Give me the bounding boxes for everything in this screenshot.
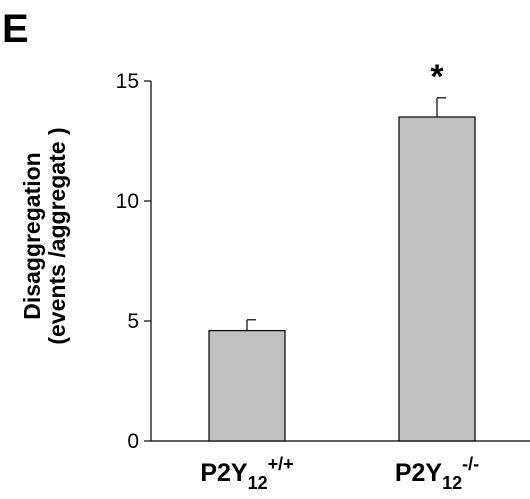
bar bbox=[208, 330, 286, 442]
category-subscript: 12 bbox=[442, 473, 462, 493]
category-base: P2Y bbox=[395, 459, 443, 487]
y-tick-label: 10 bbox=[116, 190, 139, 213]
x-category-label: P2Y12+/+ bbox=[200, 454, 293, 493]
category-superscript: +/+ bbox=[268, 454, 294, 474]
panel-label: E bbox=[2, 7, 29, 51]
category-subscript: 12 bbox=[248, 473, 268, 493]
bar bbox=[398, 116, 476, 442]
y-axis-title-line1: Disaggregation bbox=[19, 152, 45, 319]
category-superscript: -/- bbox=[462, 454, 479, 474]
y-tick-label: 5 bbox=[127, 310, 139, 333]
significance-marker: * bbox=[430, 58, 444, 96]
y-tick-label: 0 bbox=[127, 430, 139, 453]
category-base: P2Y bbox=[200, 459, 248, 487]
y-axis-title-line2: (events /aggregate ) bbox=[44, 127, 70, 344]
x-category-label: P2Y12-/- bbox=[395, 454, 479, 493]
y-tick-label: 15 bbox=[116, 70, 139, 93]
